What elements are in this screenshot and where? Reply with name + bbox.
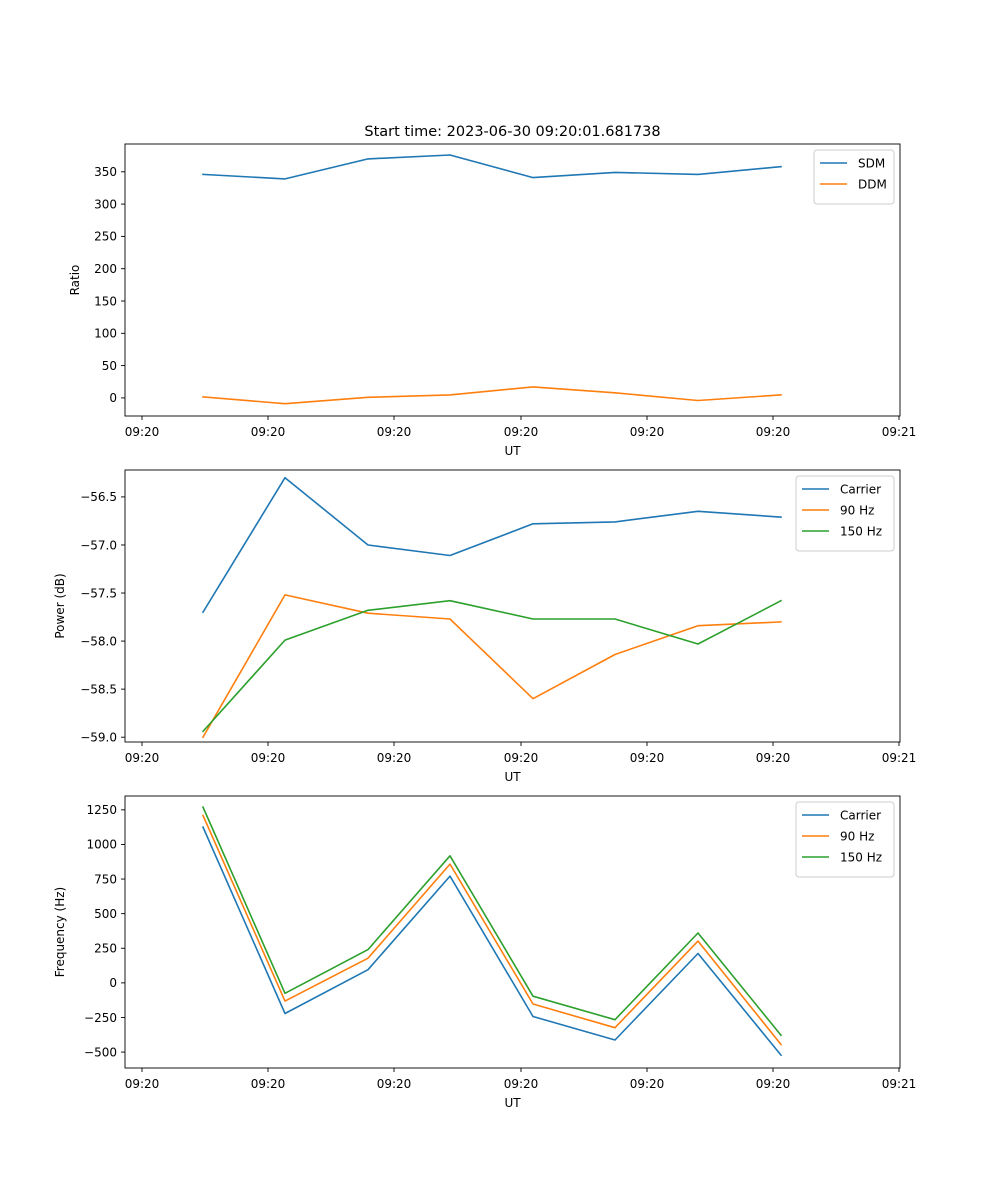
y-tick-label: −58.0	[80, 634, 117, 648]
legend: Carrier 90 Hz 150 Hz	[795, 801, 895, 878]
legend-label: 150 Hz	[840, 525, 882, 539]
x-axis-label: UT	[504, 444, 521, 458]
y-axis-label: Ratio	[68, 265, 82, 296]
series-line-3-2	[201, 814, 783, 1046]
y-tick-label: −59.0	[80, 730, 117, 744]
x-tick-label: 09:20	[504, 751, 539, 765]
x-tick-label: 09:20	[251, 1077, 286, 1091]
legend-label: 90 Hz	[840, 830, 874, 844]
x-tick-label: 09:20	[377, 751, 412, 765]
y-tick-label: 500	[94, 907, 117, 921]
x-tick-label: 09:20	[630, 1077, 665, 1091]
y-tick-label: 1000	[86, 838, 117, 852]
chart-panel-3: 09:20 09:20 09:20 09:20 09:20 09:20 09:21 −500 −…	[53, 795, 917, 1110]
y-tick-label: −57.5	[80, 586, 117, 600]
x-tick-label: 09:20	[251, 425, 286, 439]
legend: Carrier 90 Hz 150 Hz	[795, 475, 895, 552]
y-tick-label: 0	[109, 976, 117, 990]
series-line-3-1	[201, 826, 783, 1057]
series-line-1-1	[202, 154, 782, 180]
y-tick-label: 100	[94, 327, 117, 341]
y-axis-label: Power (dB)	[53, 573, 67, 638]
y-tick-label: −57.0	[80, 538, 117, 552]
x-tick-label: 09:20	[125, 1077, 160, 1091]
series-line-1-2	[202, 386, 782, 405]
x-tick-label: 09:20	[251, 751, 286, 765]
x-tick-label: 09:20	[630, 425, 665, 439]
x-tick-label: 09:21	[882, 1077, 917, 1091]
legend-box	[795, 801, 895, 878]
legend-label: Carrier	[840, 483, 881, 497]
x-axis-label: UT	[504, 1096, 521, 1110]
series-line-3-3	[201, 806, 783, 1037]
x-tick-label: 09:20	[504, 425, 539, 439]
legend: SDM DDM	[813, 149, 895, 205]
x-tick-label: 09:20	[377, 425, 412, 439]
x-axis-label: UT	[504, 770, 521, 784]
figure-title: Start time: 2023-06-30 09:20:01.681738	[364, 124, 660, 140]
x-tick-label: 09:21	[882, 751, 917, 765]
chart-panel-2: 09:20 09:20 09:20 09:20 09:20 09:20 09:21 −59.0…	[53, 469, 917, 784]
plot-frame	[124, 795, 901, 1069]
y-tick-label: 150	[94, 294, 117, 308]
y-tick-label: 750	[94, 872, 117, 886]
y-tick-label: 350	[94, 165, 117, 179]
x-tick-label: 09:20	[756, 1077, 791, 1091]
legend-label: 90 Hz	[840, 504, 874, 518]
y-tick-label: 0	[109, 391, 117, 405]
x-tick-label: 09:20	[756, 751, 791, 765]
x-tick-label: 09:20	[125, 425, 160, 439]
y-tick-label: −250	[84, 1011, 117, 1025]
chart-panel-1: 09:20 09:20 09:20 09:20 09:20 09:20 09:21 0 50 10…	[68, 143, 917, 458]
legend-label: 150 Hz	[840, 851, 882, 865]
y-axis-label: Frequency (Hz)	[53, 887, 67, 978]
y-tick-label: −58.5	[80, 682, 117, 696]
plot-frame	[124, 143, 901, 417]
x-tick-label: 09:20	[504, 1077, 539, 1091]
series-line-2-1	[201, 476, 782, 614]
y-tick-label: −56.5	[80, 490, 117, 504]
x-tick-label: 09:20	[630, 751, 665, 765]
x-tick-label: 09:21	[882, 425, 917, 439]
legend-label: DDM	[858, 178, 887, 192]
legend-box	[795, 475, 895, 552]
y-tick-label: 200	[94, 262, 117, 276]
y-tick-label: 300	[94, 197, 117, 211]
x-tick-label: 09:20	[756, 425, 791, 439]
y-tick-label: 250	[94, 230, 117, 244]
legend-label: Carrier	[840, 809, 881, 823]
y-tick-label: 250	[94, 942, 117, 956]
plot-frame	[124, 469, 901, 743]
legend-label: SDM	[858, 157, 885, 171]
y-tick-label: 1250	[86, 803, 117, 817]
series-line-2-2	[201, 594, 782, 739]
y-tick-label: 50	[102, 359, 117, 373]
x-tick-label: 09:20	[377, 1077, 412, 1091]
x-tick-label: 09:20	[125, 751, 160, 765]
y-tick-label: −500	[84, 1045, 117, 1059]
series-line-2-3	[201, 599, 783, 733]
